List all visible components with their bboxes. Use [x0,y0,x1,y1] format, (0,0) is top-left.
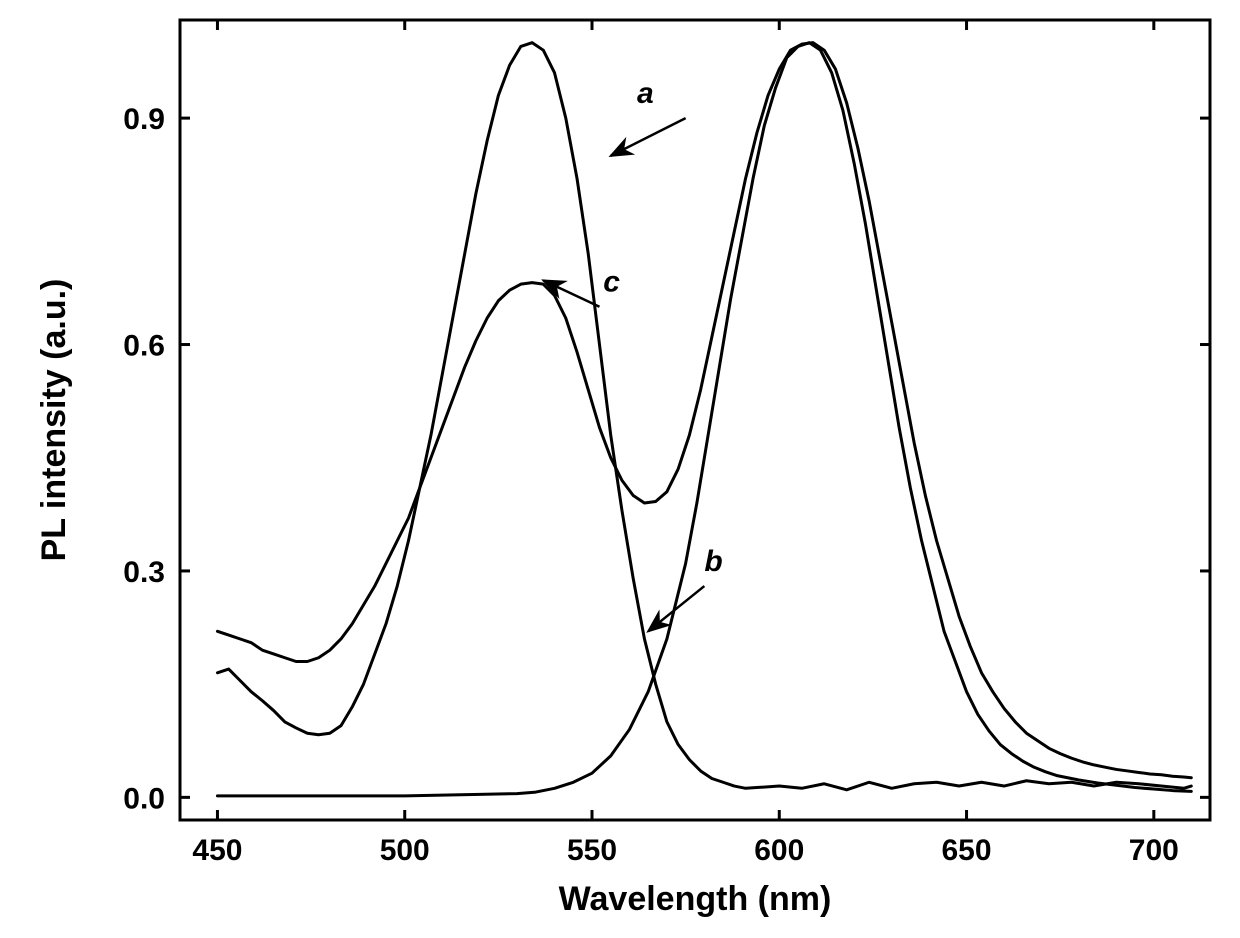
series-a-label: a [637,77,654,110]
series-b-label: b [704,545,722,578]
series-c [217,43,1191,778]
ytick-label: 0.6 [123,330,165,363]
ytick-label: 0.9 [123,103,165,136]
plot-frame [180,20,1210,820]
xtick-label: 700 [1129,834,1179,867]
xtick-label: 500 [380,834,430,867]
series-b-arrow [648,586,704,631]
y-axis-label: PL intensity (a.u.) [35,279,73,562]
ytick-label: 0.0 [123,782,165,815]
pl-spectrum-chart: 450 500 550 600 650 700 0.0 0.3 0.6 0.9 Wavelength… [0,0,1240,938]
x-axis-label: Wavelength (nm) [559,880,832,918]
xtick-label: 450 [192,834,242,867]
ytick-label: 0.3 [123,556,165,589]
chart-svg: 450 500 550 600 650 700 0.0 0.3 0.6 0.9 Wavelength… [0,0,1240,938]
xtick-label: 600 [754,834,804,867]
xtick-label: 550 [567,834,617,867]
series-a [217,43,1191,790]
xtick-label: 650 [942,834,992,867]
series-a-arrow [611,118,686,156]
series-c-label: c [603,266,620,299]
